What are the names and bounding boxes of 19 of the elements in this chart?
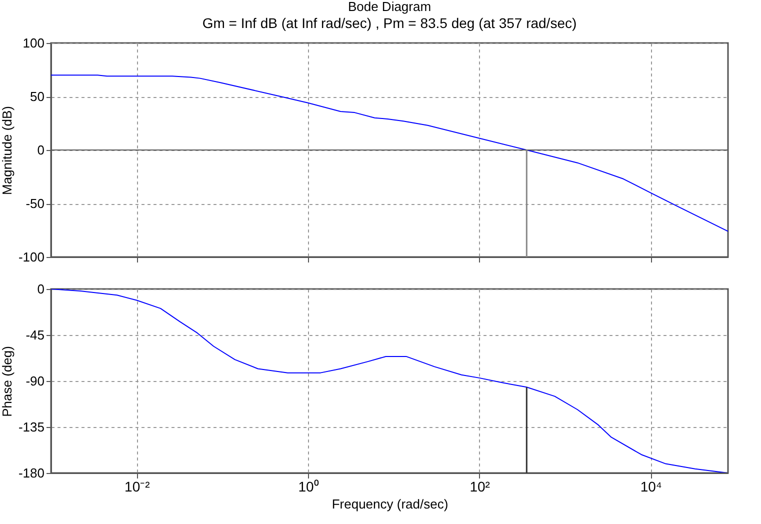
y-tick-label: 100	[22, 36, 44, 50]
chart-subtitle: Gm = Inf dB (at Inf rad/sec) , Pm = 83.5 deg (at 357 rad/sec)	[202, 15, 577, 31]
y-tick-label: -45	[26, 328, 44, 342]
y-tick-label: -100	[18, 250, 44, 264]
x-axis-title: Frequency (rad/sec)	[332, 496, 448, 512]
y-tick-label: 0	[37, 282, 44, 296]
chart-title: Bode Diagram	[348, 0, 432, 14]
y-axis-title: Magnitude (dB)	[0, 106, 14, 195]
y-tick-label: -135	[18, 420, 44, 434]
y-tick-label: -180	[18, 466, 44, 480]
y-tick-label: -90	[26, 374, 44, 388]
x-tick-label: 10²	[470, 478, 490, 494]
x-tick-label: 10⁰	[298, 478, 319, 494]
y-tick-label: -50	[26, 196, 44, 211]
y-tick-label: 50	[30, 89, 44, 104]
y-axis-title: Phase (deg)	[0, 346, 14, 417]
y-tick-label: 0	[37, 142, 44, 158]
x-tick-label: 10⁻²	[124, 478, 150, 494]
x-tick-label: 10⁴	[640, 478, 662, 494]
